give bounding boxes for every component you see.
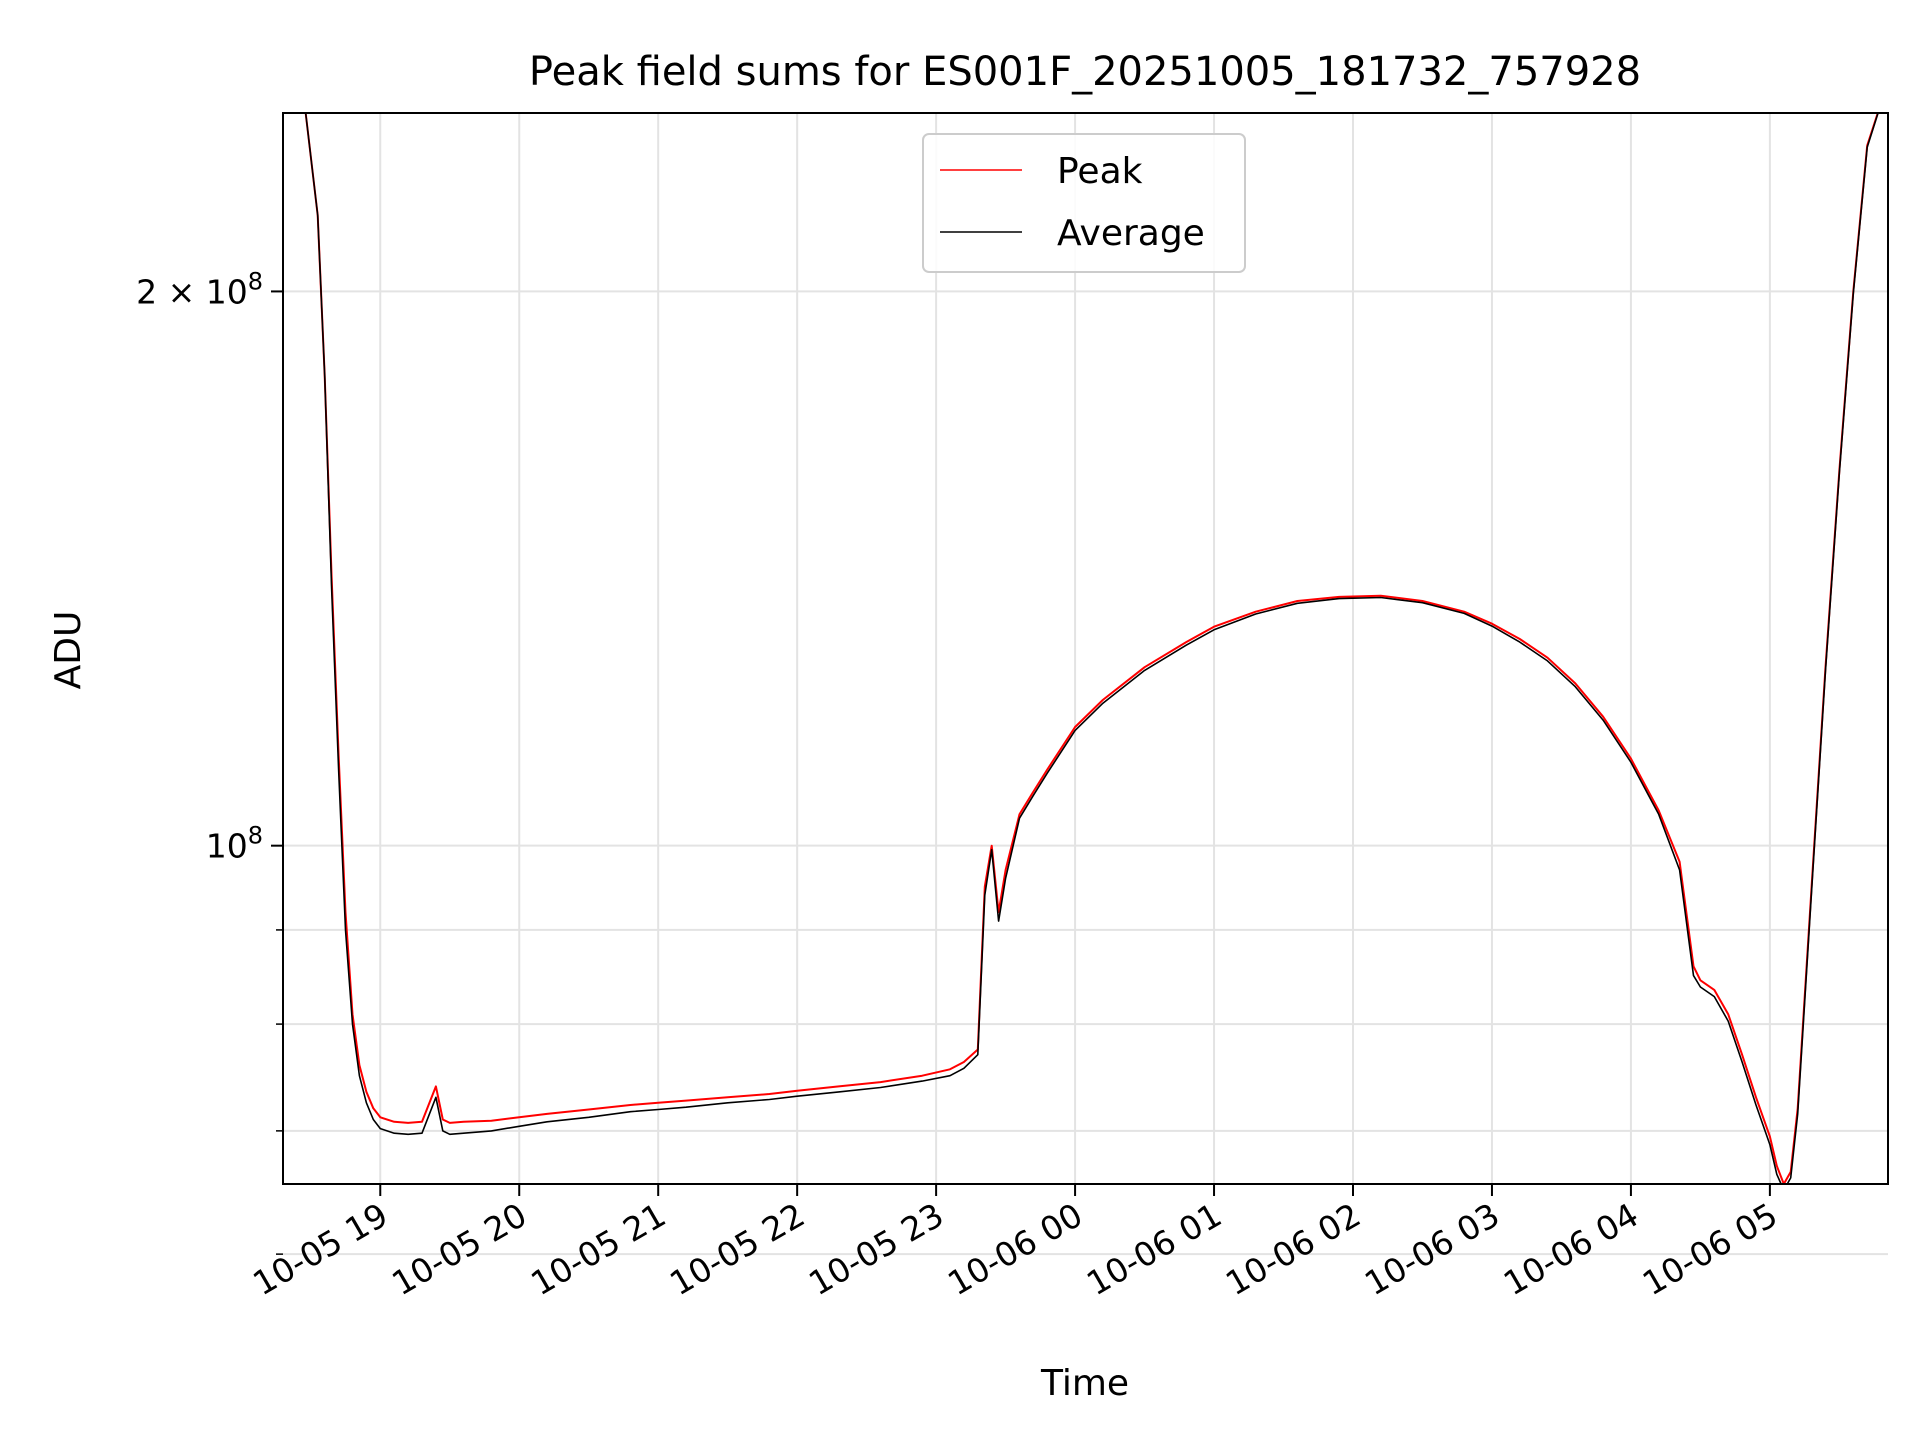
legend: Peak Average (922, 133, 1246, 273)
x-tick-label: 10-05 21 (524, 1195, 672, 1303)
x-tick-label: 10-05 19 (246, 1195, 394, 1303)
x-tick-label: 10-06 05 (1636, 1195, 1784, 1303)
x-tick-label: 10-06 01 (1080, 1195, 1228, 1303)
legend-label-average: Average (1057, 213, 1205, 254)
x-tick-label: 10-06 03 (1358, 1195, 1506, 1303)
x-tick-label: 10-06 00 (941, 1195, 1089, 1303)
legend-label-peak: Peak (1057, 151, 1143, 192)
plot-area (304, 113, 1879, 1184)
y-axis-label: ADU (48, 611, 89, 690)
y-tick-label-base: 10 (206, 827, 248, 866)
x-tick-label: 10-06 02 (1219, 1195, 1367, 1303)
series-line-peak (304, 113, 1879, 1184)
legend-box (922, 133, 1246, 273)
x-tick-label: 10-05 20 (385, 1195, 533, 1303)
chart-title: Peak field sums for ES001F_20251005_1817… (529, 49, 1641, 95)
x-axis-label: Time (1040, 1363, 1129, 1404)
grid-lines (283, 113, 1888, 1256)
x-tick-label: 10-06 04 (1497, 1195, 1645, 1303)
axes-frame (282, 112, 1889, 1185)
series-line-average (304, 113, 1879, 1184)
x-tick-label: 10-05 22 (663, 1195, 811, 1303)
x-tick-label: 10-05 23 (802, 1195, 950, 1303)
y-tick-label: 108 (206, 822, 263, 866)
y-tick-label: 2 × 108 (136, 267, 263, 311)
y-tick-label-exponent: 8 (248, 267, 263, 295)
y-tick-label-base: 2 × 10 (136, 272, 248, 311)
y-tick-label-exponent: 8 (248, 822, 263, 850)
